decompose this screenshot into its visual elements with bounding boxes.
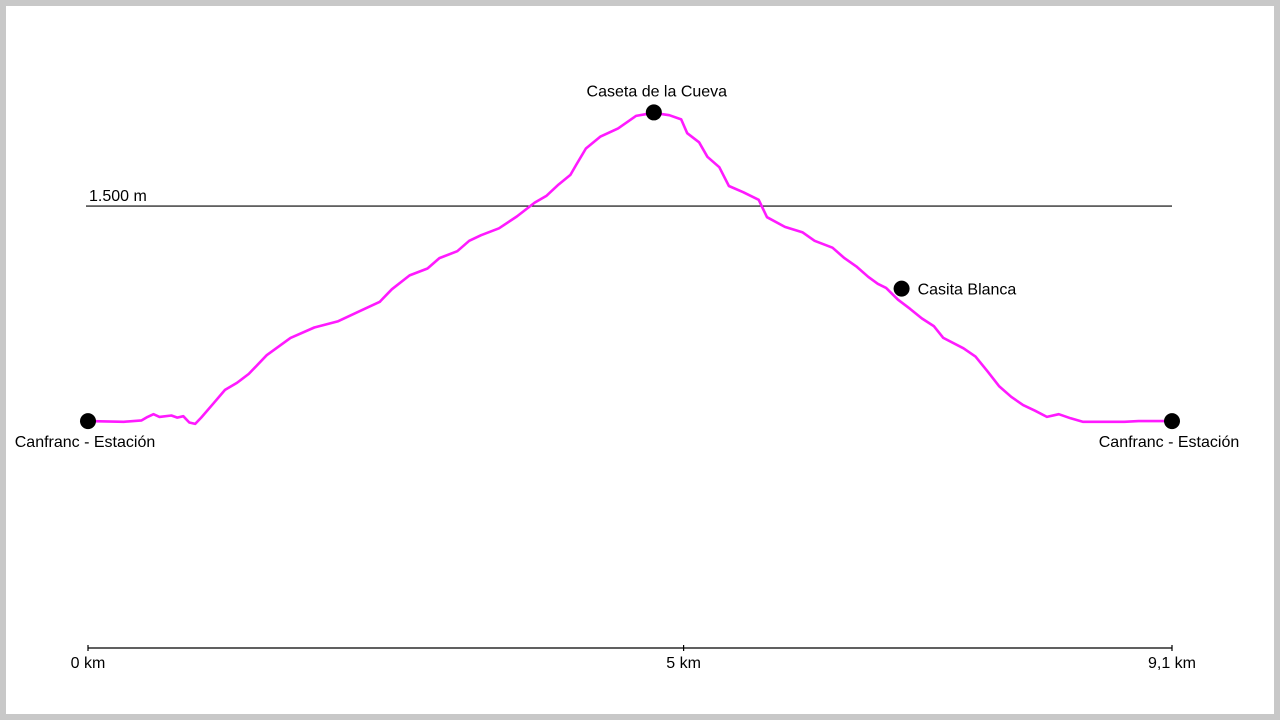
chart-frame [6,6,1274,714]
x-tick-label: 0 km [71,655,106,672]
elevation-profile-line [86,112,1174,426]
waypoint-marker [1164,413,1180,430]
reference-line-group: 1.500 m [86,188,1172,207]
waypoint-marker [80,413,96,430]
waypoint-label: Canfranc - Estación [15,434,156,451]
waypoints: Canfranc - Estación Caseta de la Cueva Cas… [15,83,1240,451]
waypoint-label: Canfranc - Estación [1099,434,1240,451]
x-axis: 0 km 5 km 9,1 km [71,645,1196,672]
waypoint-label: Caseta de la Cueva [587,83,728,100]
x-tick-label: 9,1 km [1148,655,1196,672]
waypoint-marker [645,104,662,121]
waypoint-label: Casita Blanca [918,282,1017,299]
waypoint-marker [893,280,910,297]
x-tick-label: 5 km [666,655,701,672]
reference-line-label: 1.500 m [89,188,147,205]
